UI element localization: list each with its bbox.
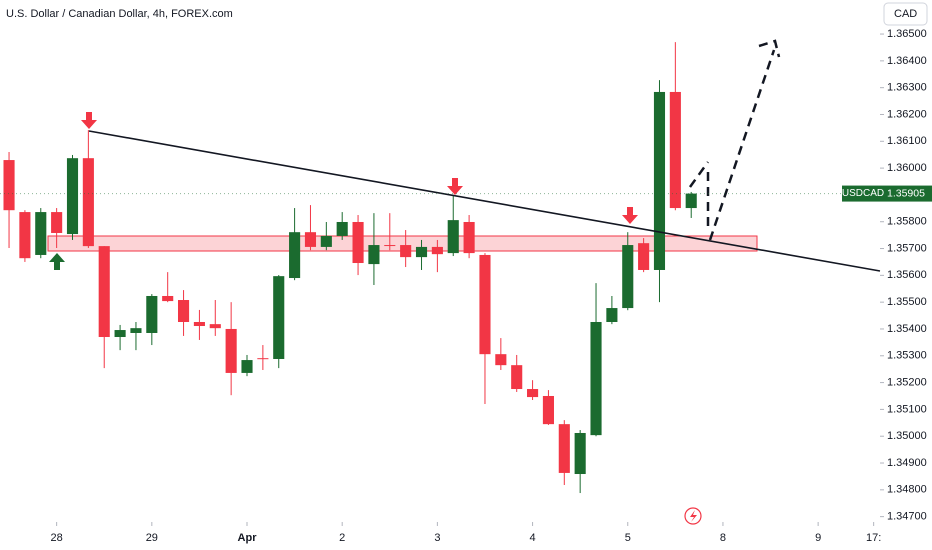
y-tick-label: 1.35400 [887,323,927,335]
x-tick-label: 2 [339,532,345,544]
candle-body [193,321,205,327]
x-tick-label: 17: [866,532,881,544]
candle-body [66,158,79,235]
candle-body [162,295,174,302]
candle-body [527,389,539,398]
candle-body [479,254,491,355]
y-tick-label: 1.36500 [887,28,927,40]
x-tick-label: 3 [434,532,440,544]
last-price-badge [884,185,932,202]
candle-body [51,212,63,233]
projection-leg [708,49,776,241]
last-price-label: 1.35905 [887,187,925,199]
candle-body [447,220,459,254]
candle-body [558,424,570,473]
candle-body [574,432,586,475]
candles [3,42,697,494]
candle-body [146,295,158,333]
candle-body [622,245,634,309]
x-tick-label: Apr [238,532,258,544]
candle-body [400,245,412,258]
candle-body [257,358,269,360]
event-icon-bolt[interactable] [690,510,697,522]
candle-body [352,221,364,264]
y-tick-label: 1.35300 [887,350,927,362]
trendline [88,130,881,272]
y-tick-label: 1.35700 [887,242,927,254]
candle-body [606,308,618,322]
candle-body [336,221,348,236]
candle-body [177,300,190,322]
candle-body [130,328,142,333]
candle-body [384,245,396,247]
candle-body [685,193,697,209]
x-tick-label: 5 [625,532,631,544]
symbol-label: USDCAD [842,188,884,199]
candle-body [590,321,602,436]
y-tick-label: 1.34900 [887,457,927,469]
candle-body [114,330,126,338]
candle-body [542,395,554,425]
candle-body [638,243,650,270]
candle-body [320,235,332,247]
y-tick-label: 1.36000 [887,162,927,174]
y-tick-label: 1.36400 [887,55,927,67]
candle-body [415,246,428,258]
x-tick-label: 9 [815,532,821,544]
candle-body [431,246,443,255]
currency-button[interactable] [883,2,928,26]
candle-body [209,324,221,329]
x-tick-label: 28 [51,532,63,544]
x-tick-label: 8 [720,532,726,544]
sell-arrow [447,178,463,195]
candle-body [19,212,31,259]
y-tick-label: 1.34800 [887,484,927,496]
candle-body [669,91,681,209]
projection [688,49,776,241]
x-tick-label: 4 [530,532,536,544]
candle-body [653,91,666,270]
y-tick-label: 1.36100 [887,135,927,147]
candle-body [495,354,507,366]
event-icon[interactable] [684,507,702,525]
symbol-badge [842,185,884,202]
y-tick-label: 1.35100 [887,403,927,415]
y-tick-label: 1.36300 [887,82,927,94]
candle-body [241,360,253,373]
y-tick-label: 1.36200 [887,108,927,120]
candle-body [511,365,523,390]
sell-arrow [622,207,638,224]
y-tick-label: 1.35800 [887,216,927,228]
sell-arrows [81,112,638,224]
candle-body [368,245,380,265]
candle-body [304,232,317,247]
candle-body [82,158,94,247]
candle-body [273,276,285,359]
y-tick-label: 1.35500 [887,296,927,308]
chart-title: U.S. Dollar / Canadian Dollar, 4h, FOREX… [6,8,233,20]
projection-leg [688,161,710,188]
candle-body [463,221,475,254]
currency-label[interactable]: CAD [894,8,917,20]
projection-arrowhead [758,39,781,58]
y-tick-label: 1.35000 [887,430,927,442]
x-tick-label: 29 [146,532,158,544]
y-tick-label: 1.35600 [887,269,927,281]
buy-arrow [49,253,65,270]
candle-body [225,328,237,373]
candle-body [35,212,47,255]
y-tick-label: 1.34700 [887,511,927,523]
sell-arrow [81,112,97,129]
candle-body [289,232,301,279]
candle-body [98,246,110,338]
candle-body [3,160,15,211]
y-tick-label: 1.35200 [887,376,927,388]
